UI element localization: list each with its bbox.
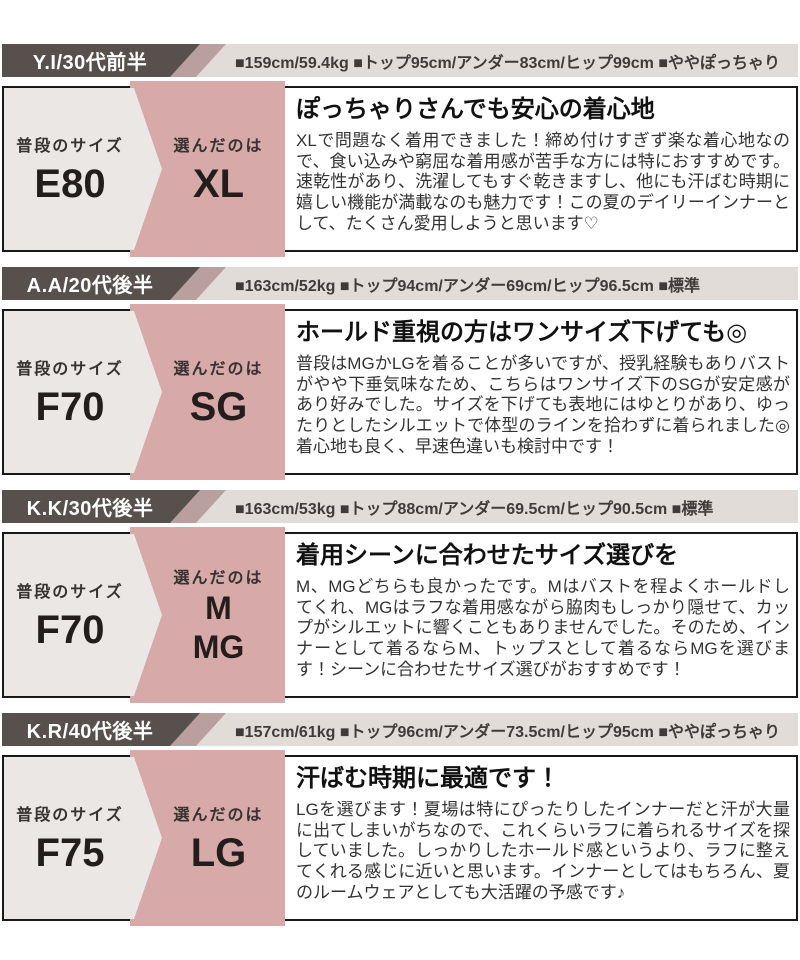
chosen-size-label: 選んだのは — [173, 138, 264, 155]
review-row: 選んだのは M MG 普段のサイズ F70 着用シーンに合わせたサイズ選びを M… — [2, 527, 798, 703]
reviewer-name: Y.I/30代前半 — [2, 44, 200, 77]
reviewer-section: A.A/20代後半 ■163cm/52kg ■トップ94cm/アンダー69cm/… — [2, 267, 798, 480]
chosen-size-value: MG — [192, 629, 245, 665]
review-text: LGを選びます！夏場は特にぴったりしたインナーだと汗が大量に出てしまいがちなので… — [296, 799, 790, 902]
review-text: 普段はMGかLGを着ることが多いですが、授乳経験もありバストがやや下垂気味なため… — [296, 353, 790, 456]
chosen-size-value: SG — [189, 385, 248, 429]
reviewer-section: Y.I/30代前半 ■159cm/59.4kg ■トップ95cm/アンダー83c… — [2, 44, 798, 257]
review-box: 汗ばむ時期に最適です！ LGを選びます！夏場は特にぴったりしたインナーだと汗が大… — [296, 757, 790, 919]
reviewer-name: K.K/30代後半 — [2, 490, 200, 523]
usual-size-value: F70 — [35, 385, 105, 429]
review-title: 汗ばむ時期に最適です！ — [296, 765, 560, 792]
review-row: 選んだのは SG 普段のサイズ F70 ホールド重視の方はワンサイズ下げても◎ … — [2, 304, 798, 480]
chosen-size-value: M — [205, 590, 232, 627]
usual-size-label: 普段のサイズ — [16, 361, 124, 378]
reviewer-stats: ■163cm/52kg ■トップ94cm/アンダー69cm/ヒップ96.5cm … — [235, 277, 700, 295]
reviewer-name: A.A/20代後半 — [2, 267, 200, 300]
reviewer-header: K.R/40代後半 ■157cm/61kg ■トップ96cm/アンダー73.5c… — [2, 713, 798, 746]
review-text: XLで問題なく着用できました！締め付けすぎず楽な着心地なので、食い込みや窮屈な着… — [296, 130, 790, 233]
chosen-size-value: XL — [192, 162, 245, 206]
review-title: ホールド重視の方はワンサイズ下げても◎ — [296, 319, 748, 346]
reviewer-stats: ■157cm/61kg ■トップ96cm/アンダー73.5cm/ヒップ95cm … — [235, 723, 780, 741]
chosen-size-label: 選んだのは — [173, 807, 264, 824]
reviewer-header: Y.I/30代前半 ■159cm/59.4kg ■トップ95cm/アンダー83c… — [2, 44, 798, 77]
usual-size-value: F70 — [35, 608, 105, 652]
review-row: 選んだのは XL 普段のサイズ E80 ぽっちゃりさんでも安心の着心地 XLで問… — [2, 81, 798, 257]
review-box: ホールド重視の方はワンサイズ下げても◎ 普段はMGかLGを着ることが多いですが、… — [296, 311, 790, 473]
review-title: ぽっちゃりさんでも安心の着心地 — [296, 96, 655, 123]
reviewer-section: K.R/40代後半 ■157cm/61kg ■トップ96cm/アンダー73.5c… — [2, 713, 798, 926]
reviewer-header: A.A/20代後半 ■163cm/52kg ■トップ94cm/アンダー69cm/… — [2, 267, 798, 300]
review-title: 着用シーンに合わせたサイズ選びを — [296, 542, 679, 569]
chosen-size-value: LG — [190, 831, 247, 875]
review-row: 選んだのは LG 普段のサイズ F75 汗ばむ時期に最適です！ LGを選びます！… — [2, 750, 798, 926]
usual-size-panel: 普段のサイズ E80 — [4, 88, 162, 250]
reviewer-section: K.K/30代後半 ■163cm/53kg ■トップ88cm/アンダー69.5c… — [2, 490, 798, 703]
usual-size-panel: 普段のサイズ F70 — [4, 311, 162, 473]
review-box: ぽっちゃりさんでも安心の着心地 XLで問題なく着用できました！締め付けすぎず楽な… — [296, 88, 790, 250]
reviewer-name: K.R/40代後半 — [2, 713, 200, 746]
reviewer-stats: ■159cm/59.4kg ■トップ95cm/アンダー83cm/ヒップ99cm … — [235, 54, 780, 72]
chosen-size-label: 選んだのは — [173, 361, 264, 378]
review-box: 着用シーンに合わせたサイズ選びを M、MGどちらも良かったです。Mはバストを程よ… — [296, 534, 790, 696]
chosen-size-label: 選んだのは — [173, 570, 264, 588]
usual-size-value: F75 — [35, 831, 105, 875]
usual-size-panel: 普段のサイズ F70 — [4, 534, 162, 696]
usual-size-label: 普段のサイズ — [16, 807, 124, 824]
usual-size-value: E80 — [34, 162, 106, 206]
usual-size-panel: 普段のサイズ F75 — [4, 757, 162, 919]
size-review-list: Y.I/30代前半 ■159cm/59.4kg ■トップ95cm/アンダー83c… — [2, 44, 798, 926]
review-text: M、MGどちらも良かったです。Mはバストを程よくホールドしてくれ、MGはラフな着… — [296, 576, 790, 679]
chosen-size-panel: 選んだのは SG — [130, 304, 285, 480]
usual-size-label: 普段のサイズ — [16, 138, 124, 155]
usual-size-label: 普段のサイズ — [16, 584, 124, 601]
reviewer-stats: ■163cm/53kg ■トップ88cm/アンダー69.5cm/ヒップ90.5c… — [235, 500, 714, 518]
reviewer-header: K.K/30代後半 ■163cm/53kg ■トップ88cm/アンダー69.5c… — [2, 490, 798, 523]
